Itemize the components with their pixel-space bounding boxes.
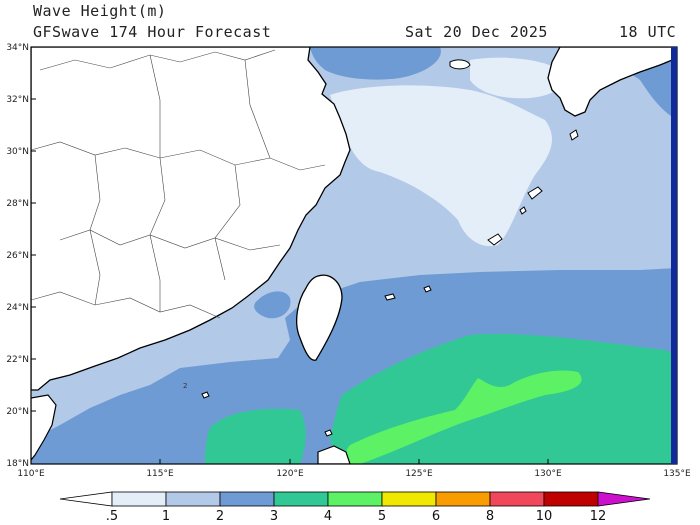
longitude-axis: 110°E 115°E 120°E 125°E 130°E 135°E: [17, 469, 691, 479]
colorbar-segment: [219, 491, 275, 507]
lat-tick: 26°N: [6, 251, 29, 261]
colorbar-label: 5: [378, 509, 386, 524]
lat-tick: 20°N: [6, 407, 29, 417]
wave-patch-southwest: [205, 408, 306, 464]
colorbar-label: 10: [536, 509, 553, 524]
colorbar-right-arrow: [597, 491, 651, 507]
colorbar-segment: [489, 491, 545, 507]
map-title: Wave Height(m): [33, 2, 167, 20]
forecast-time: 18 UTC: [619, 23, 677, 41]
luzon-island: [317, 445, 351, 464]
lat-tick: 22°N: [6, 355, 29, 365]
colorbar-segment: [327, 491, 383, 507]
map-annotation: 2: [183, 382, 187, 390]
colorbar-label: 8: [486, 509, 494, 524]
lon-tick: 130°E: [534, 469, 562, 479]
miyako-island: [487, 233, 503, 246]
colorbar-label: .5: [106, 509, 118, 524]
colorbar-segment: [381, 491, 437, 507]
colorbar-label: 2: [216, 509, 224, 524]
colorbar-label: 12: [590, 509, 607, 524]
lat-tick: 18°N: [6, 459, 29, 469]
wave-band-0.5-1: [330, 85, 552, 247]
ryukyu-island-small: [519, 206, 527, 215]
paracel-island: [201, 391, 210, 399]
colorbar-segment: [435, 491, 491, 507]
yaeyama-island-small: [423, 285, 432, 293]
lon-tick: 125°E: [405, 469, 433, 479]
yaeyama-island: [384, 293, 396, 301]
jeju-island: [449, 59, 471, 70]
province-borders: [31, 49, 326, 319]
wave-patch-calm-north: [470, 57, 566, 99]
forecast-subtitle: GFSwave 174 Hour Forecast: [33, 23, 272, 41]
latitude-axis: 34°N 32°N 30°N 28°N 26°N 24°N 22°N 20°N …: [6, 43, 29, 469]
lat-tick: 24°N: [6, 303, 29, 313]
batanes-island: [324, 429, 333, 437]
colorbar-label: 6: [432, 509, 440, 524]
wave-patch-strait: [254, 291, 291, 319]
mainland-china: [31, 47, 351, 391]
map-area: [31, 47, 677, 464]
lon-tick: 115°E: [146, 469, 174, 479]
wave-height-colorbar: .5 1 2 3 4 5 6 8 10 12: [59, 491, 651, 524]
latitude-tick-marks: [31, 46, 36, 412]
lon-tick: 120°E: [276, 469, 304, 479]
colorbar-segment: [273, 491, 329, 507]
map-right-edge: [671, 47, 677, 464]
colorbar-left-arrow: [59, 491, 113, 507]
forecast-date: Sat 20 Dec 2025: [405, 23, 548, 41]
japan-islands: [547, 47, 677, 117]
taiwan-island: [296, 274, 343, 361]
colorbar-label: 4: [324, 509, 332, 524]
colorbar-segment: [111, 491, 167, 507]
longitude-tick-marks: [159, 459, 549, 464]
wave-band-4-5: [344, 370, 582, 464]
lat-tick: 30°N: [6, 147, 29, 157]
lat-tick: 32°N: [6, 95, 29, 105]
colorbar-label: 3: [270, 509, 278, 524]
ryukyu-island: [569, 129, 579, 141]
hainan-island: [31, 394, 57, 461]
lon-tick: 110°E: [17, 469, 45, 479]
wave-patch-north: [310, 47, 441, 80]
lat-tick: 28°N: [6, 199, 29, 209]
okinawa-island: [527, 186, 543, 200]
colorbar-segment: [165, 491, 221, 507]
colorbar-segment: [543, 491, 599, 507]
lat-tick: 34°N: [6, 43, 29, 53]
lon-tick: 135°E: [663, 469, 691, 479]
colorbar-label: 1: [162, 509, 170, 524]
